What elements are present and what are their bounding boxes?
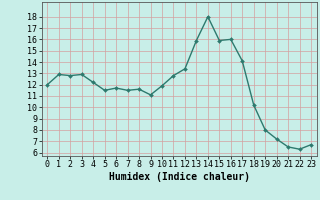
X-axis label: Humidex (Indice chaleur): Humidex (Indice chaleur) — [109, 172, 250, 182]
